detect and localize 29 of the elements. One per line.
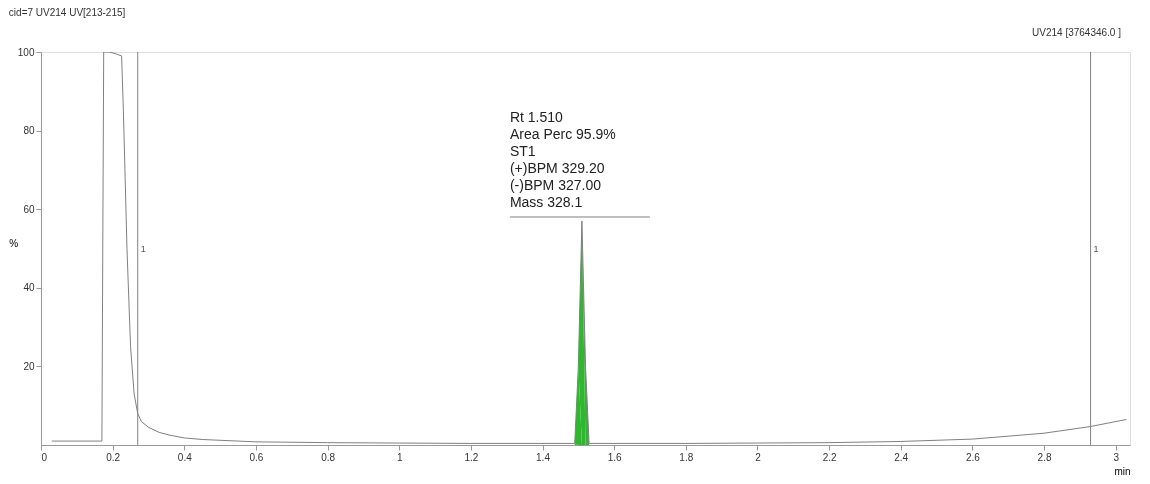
x-tick-label: 3 xyxy=(1113,451,1120,463)
x-axis-title: min xyxy=(1114,465,1131,477)
y-tick-label: 100 xyxy=(17,46,35,58)
chart-title: cid=7 UV214 UV[213-215] xyxy=(8,7,126,18)
annotation: Rt 1.510 Area Perc 95.9% ST1 (+)BPM 329.20 (-)BPM 327.00 Mass 328.1 xyxy=(509,108,616,210)
text: UV214 [3764346.0 ] xyxy=(1032,27,1122,38)
y-tick-label: 20 xyxy=(23,360,35,372)
x-tick-label: 2.6 xyxy=(965,451,981,463)
y-tick-label: 40 xyxy=(23,282,35,294)
x-tick-label: 0.2 xyxy=(106,451,121,463)
annotation: 1 xyxy=(140,243,146,254)
x-tick-label: 1.2 xyxy=(464,451,479,463)
x-tick-label: 1.4 xyxy=(536,451,551,463)
x-tick-label: 0 xyxy=(41,451,48,463)
x-tick-label: 2.8 xyxy=(1037,451,1052,463)
x-tick-label: 2.2 xyxy=(822,451,837,463)
y-tick-label: 60 xyxy=(23,203,35,215)
x-tick-label: 2 xyxy=(755,451,762,463)
x-tick-label: 2.4 xyxy=(894,451,909,463)
x-tick-label: 0.6 xyxy=(249,451,264,463)
x-tick-label: 0.8 xyxy=(321,451,336,463)
x-tick-label: 1.6 xyxy=(607,451,623,463)
x-tick-label: 1 xyxy=(396,451,403,463)
y-tick-label: 80 xyxy=(23,125,35,137)
x-tick-label: 0.4 xyxy=(177,451,193,463)
x-tick-label: 1.8 xyxy=(679,451,694,463)
y-axis-title: % xyxy=(9,238,19,249)
annotation: 1 xyxy=(1093,243,1099,254)
line-series xyxy=(51,52,1127,444)
